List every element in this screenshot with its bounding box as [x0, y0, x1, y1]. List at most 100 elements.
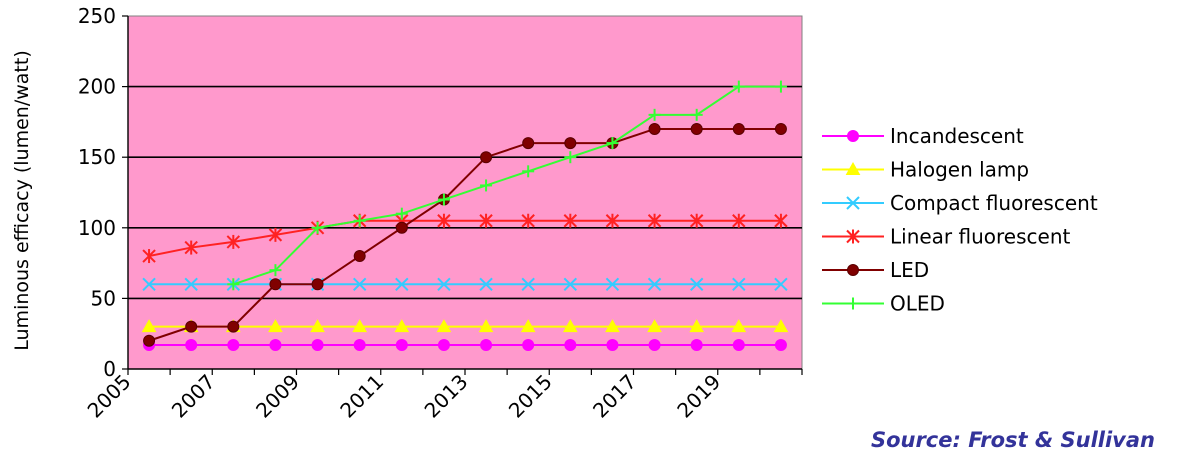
- data-point-led: [353, 250, 366, 263]
- data-point-compact-fluorescent: [647, 277, 662, 291]
- data-point-halogen-lamp: [352, 319, 368, 333]
- data-point-halogen-lamp: [394, 319, 410, 333]
- data-point-led: [648, 122, 661, 135]
- legend-marker: [847, 130, 859, 142]
- legend-label: Compact fluorescent: [890, 191, 1098, 215]
- x-tick-label: 2017: [588, 370, 641, 423]
- data-point-compact-fluorescent: [437, 277, 451, 291]
- data-point-linear-fluorescent: [563, 213, 578, 228]
- data-point-oled: [564, 151, 577, 164]
- data-point-halogen-lamp: [310, 319, 325, 333]
- data-point-led: [185, 320, 198, 333]
- series-line-linear-fluorescent: [148, 219, 781, 258]
- source-note: Source: Frost & Sullivan: [871, 428, 1155, 452]
- data-point-halogen-lamp: [562, 319, 578, 333]
- legend-item-halogen-lamp: Halogen lamp: [822, 158, 1029, 182]
- data-point-halogen-lamp: [731, 319, 747, 333]
- data-point-incandescent: [437, 338, 450, 351]
- data-point-incandescent: [564, 338, 577, 351]
- series-linear-fluorescent: [142, 213, 788, 264]
- data-point-led: [480, 151, 493, 164]
- y-tick-label: 250: [78, 4, 116, 28]
- x-tick-label: 2011: [335, 370, 388, 423]
- data-point-compact-fluorescent: [352, 277, 367, 291]
- data-point-oled: [437, 193, 450, 206]
- data-point-halogen-lamp: [478, 319, 494, 333]
- data-point-compact-fluorescent: [689, 277, 704, 291]
- legend-label: OLED: [890, 292, 945, 316]
- x-tick-label: 2019: [672, 370, 725, 423]
- legend-marker: [846, 229, 860, 244]
- data-point-halogen-lamp: [647, 319, 662, 333]
- x-axis: 2005 2007 2009 2011 2013 2015 2017 2019: [83, 368, 803, 423]
- data-point-led: [732, 122, 745, 135]
- series-line-led: [148, 127, 781, 342]
- data-point-compact-fluorescent: [732, 277, 746, 291]
- data-point-oled: [606, 137, 619, 150]
- data-point-compact-fluorescent: [142, 277, 156, 291]
- legend-item-incandescent: Incandescent: [822, 124, 1024, 148]
- data-point-incandescent: [353, 338, 366, 351]
- data-point-oled: [648, 108, 661, 121]
- legend-marker: [847, 264, 859, 276]
- data-point-halogen-lamp: [141, 319, 157, 333]
- gridlines: [128, 85, 802, 300]
- data-point-led: [690, 122, 703, 135]
- data-point-oled: [353, 214, 366, 227]
- data-point-led: [311, 278, 324, 291]
- data-point-incandescent: [774, 338, 787, 351]
- data-point-halogen-lamp: [773, 319, 789, 333]
- y-tick-label: 100: [78, 216, 116, 240]
- y-tick-label: 50: [91, 286, 116, 310]
- data-point-led: [143, 334, 156, 347]
- data-point-led: [522, 137, 535, 150]
- legend-item-led: LED: [822, 258, 929, 282]
- data-point-linear-fluorescent: [268, 227, 283, 242]
- data-point-compact-fluorescent: [605, 277, 620, 291]
- data-point-linear-fluorescent: [479, 213, 493, 228]
- x-tick-label: 2013: [420, 370, 473, 423]
- data-point-compact-fluorescent: [774, 277, 788, 291]
- data-point-oled: [227, 278, 240, 291]
- data-point-incandescent: [185, 338, 198, 351]
- data-point-linear-fluorescent: [605, 213, 620, 228]
- data-point-halogen-lamp: [436, 319, 452, 333]
- series-led: [143, 122, 787, 347]
- y-axis-label: Luminous efficacy (lumen/watt): [11, 50, 33, 350]
- data-point-compact-fluorescent: [479, 277, 493, 291]
- data-point-linear-fluorescent: [647, 213, 662, 228]
- legend-label: Incandescent: [890, 124, 1024, 148]
- series-oled: [227, 80, 787, 291]
- data-point-incandescent: [690, 338, 703, 351]
- data-point-halogen-lamp: [520, 319, 536, 333]
- data-point-linear-fluorescent: [689, 213, 704, 228]
- data-point-linear-fluorescent: [226, 234, 241, 249]
- data-point-oled: [690, 108, 703, 121]
- legend-label: Linear fluorescent: [890, 225, 1071, 249]
- y-tick-label: 0: [103, 357, 116, 381]
- y-axis: 0 50 100 150 200 250: [78, 4, 129, 381]
- data-point-incandescent: [732, 338, 745, 351]
- data-point-incandescent: [227, 338, 240, 351]
- series-compact-fluorescent: [142, 277, 788, 291]
- legend-label: LED: [890, 258, 929, 282]
- series-line-oled: [232, 85, 781, 286]
- data-point-incandescent: [311, 338, 324, 351]
- series-layer: [141, 80, 789, 351]
- data-point-compact-fluorescent: [521, 277, 535, 291]
- legend-marker: [847, 297, 859, 310]
- data-point-oled: [522, 165, 535, 178]
- data-point-oled: [732, 80, 745, 93]
- data-point-linear-fluorescent: [732, 213, 746, 228]
- series-halogen-lamp: [141, 319, 789, 333]
- data-point-linear-fluorescent: [142, 249, 156, 264]
- data-point-oled: [480, 179, 493, 192]
- legend-item-oled: OLED: [822, 292, 945, 316]
- data-point-incandescent: [395, 338, 408, 351]
- y-tick-label: 200: [78, 75, 116, 99]
- data-point-compact-fluorescent: [395, 277, 409, 291]
- legend: Incandescent Halogen lamp Compact fluoresc…: [822, 124, 1098, 316]
- legend-item-compact-fluorescent: Compact fluorescent: [822, 191, 1098, 215]
- x-tick-label: 2007: [167, 370, 220, 423]
